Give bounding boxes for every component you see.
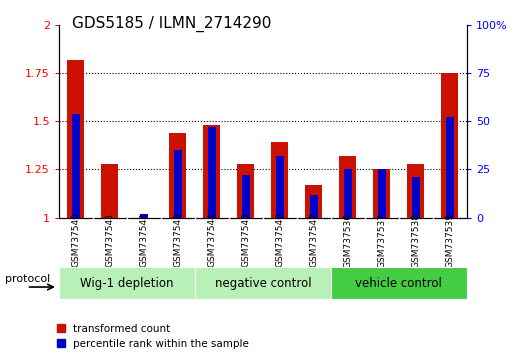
- Bar: [195, 267, 331, 299]
- Bar: [275, 156, 284, 218]
- Bar: [310, 195, 318, 218]
- Text: GSM737547: GSM737547: [309, 212, 319, 268]
- Bar: [102, 164, 119, 218]
- Bar: [242, 175, 250, 218]
- Text: GSM737543: GSM737543: [173, 212, 183, 268]
- Text: GSM737541: GSM737541: [106, 212, 114, 268]
- Bar: [378, 170, 386, 218]
- Text: GDS5185 / ILMN_2714290: GDS5185 / ILMN_2714290: [72, 16, 271, 32]
- Bar: [140, 214, 148, 218]
- Bar: [340, 156, 357, 218]
- Legend: transformed count, percentile rank within the sample: transformed count, percentile rank withi…: [56, 324, 249, 349]
- Text: GSM737545: GSM737545: [242, 212, 250, 268]
- Bar: [407, 164, 424, 218]
- Bar: [174, 150, 182, 218]
- Bar: [344, 170, 352, 218]
- Bar: [331, 267, 467, 299]
- Text: GSM737542: GSM737542: [140, 213, 148, 267]
- Bar: [169, 133, 186, 218]
- Bar: [305, 185, 322, 218]
- Text: GSM737546: GSM737546: [275, 212, 284, 268]
- Bar: [59, 267, 195, 299]
- Bar: [373, 170, 390, 218]
- Bar: [446, 118, 454, 218]
- Text: Wig-1 depletion: Wig-1 depletion: [80, 277, 174, 290]
- Text: vehicle control: vehicle control: [356, 277, 442, 290]
- Text: GSM737544: GSM737544: [207, 213, 216, 267]
- Text: protocol: protocol: [5, 274, 50, 284]
- Bar: [72, 114, 80, 218]
- Text: GSM737537: GSM737537: [378, 212, 386, 268]
- Bar: [411, 177, 420, 218]
- Bar: [238, 164, 254, 218]
- Bar: [441, 73, 458, 218]
- Text: GSM737539: GSM737539: [445, 212, 455, 268]
- Text: GSM737540: GSM737540: [71, 212, 81, 268]
- Bar: [204, 125, 221, 218]
- Bar: [208, 127, 216, 218]
- Text: negative control: negative control: [214, 277, 311, 290]
- Text: GSM737538: GSM737538: [411, 212, 420, 268]
- Bar: [68, 59, 85, 218]
- Bar: [271, 142, 288, 218]
- Text: GSM737536: GSM737536: [343, 212, 352, 268]
